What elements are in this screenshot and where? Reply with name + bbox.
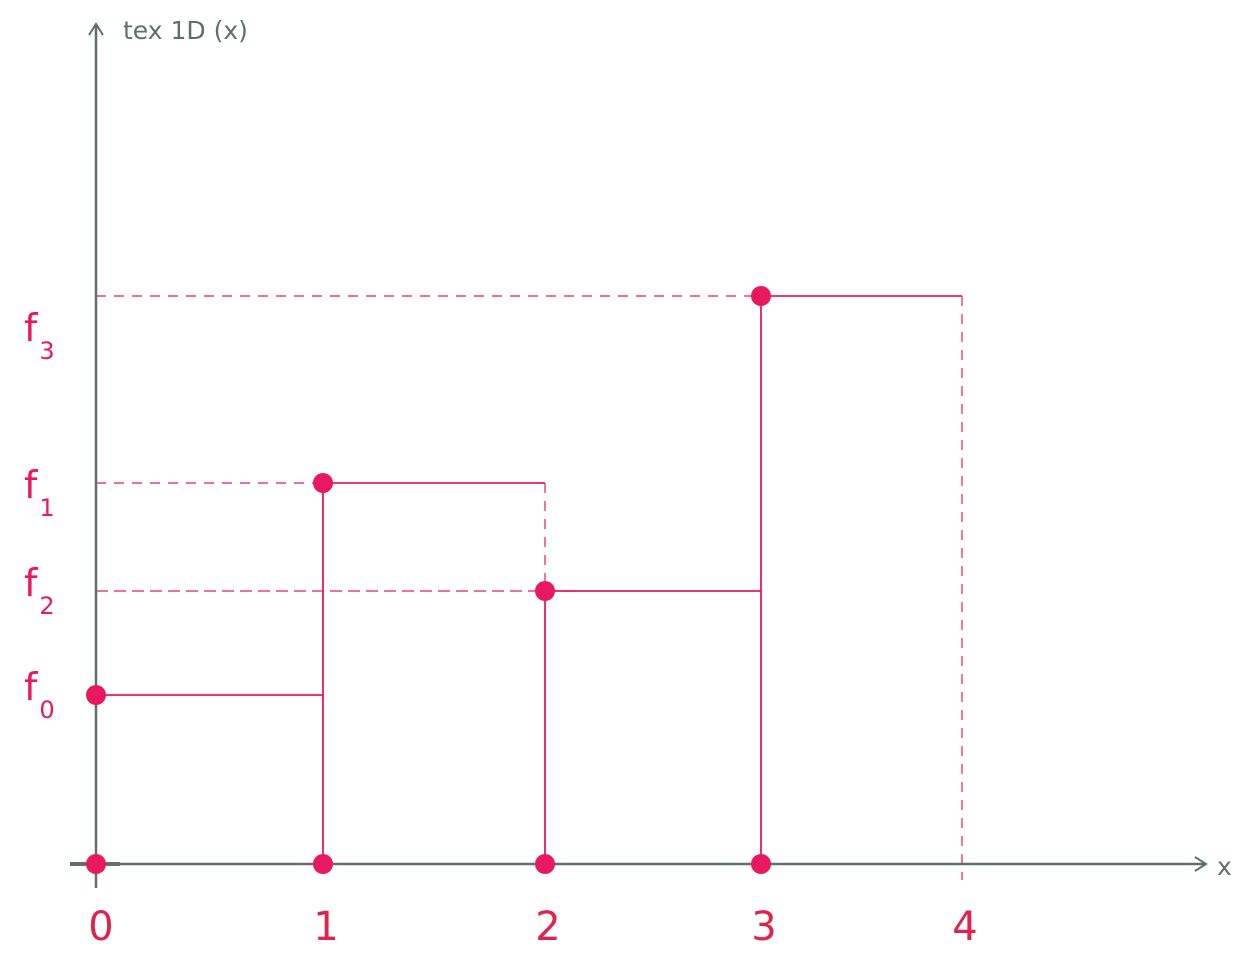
value-label-name: f [24,561,39,605]
x-tick-label-2: 2 [535,904,560,950]
value-label-f3: f3 [24,306,55,365]
value-label-name: f [24,665,39,709]
sample-point-f2 [535,581,555,601]
sample-point-f1 [313,473,333,493]
value-label-subscript: 3 [39,337,54,365]
value-label-f0: f0 [24,665,55,724]
dashed-guides [96,295,963,880]
sample-points [86,286,771,874]
value-label-subscript: 0 [39,696,54,724]
sample-point-f0 [86,685,106,705]
value-label-name: f [24,306,39,350]
x-tick-label-3: 3 [751,904,776,950]
baseline-point-0 [86,854,106,874]
step-function [96,295,962,864]
value-label-subscript: 2 [39,592,54,620]
sample-point-f3 [751,286,771,306]
value-label-subscript: 1 [39,494,54,522]
baseline-point-3 [751,854,771,874]
value-label-name: f [24,463,39,507]
axes: tex 1D (x) x [70,16,1232,888]
x-tick-label-0: 0 [88,904,113,950]
value-label-f1: f1 [24,463,55,522]
x-tick-labels: 0 1 2 3 4 [88,904,977,950]
baseline-point-2 [535,854,555,874]
y-axis-arrow-icon [88,22,104,36]
x-tick-label-4: 4 [952,904,977,950]
y-axis-label: tex 1D (x) [123,16,248,45]
baseline-point-1 [313,854,333,874]
x-tick-label-1: 1 [313,904,338,950]
value-label-f2: f2 [24,561,55,620]
x-axis-arrow-icon [1194,856,1208,872]
x-axis-label: x [1217,852,1232,881]
